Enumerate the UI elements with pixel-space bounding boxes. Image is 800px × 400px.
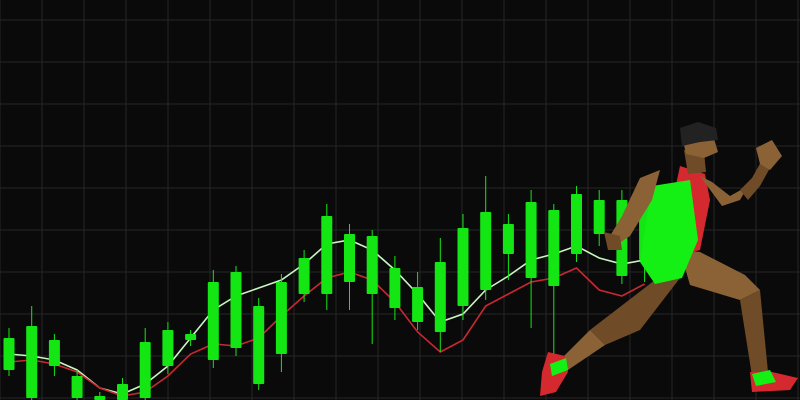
runner-shirt	[640, 180, 698, 284]
candlestick	[94, 392, 106, 400]
candlestick	[162, 322, 174, 374]
candle-body	[185, 334, 197, 340]
candle-body	[457, 228, 469, 306]
candlestick	[434, 238, 446, 352]
candle-body	[366, 236, 378, 294]
candle-body	[207, 282, 219, 360]
runner-back-shoe-stripe	[550, 358, 568, 376]
candle-body	[434, 262, 446, 332]
candlestick	[412, 272, 424, 330]
candle-body	[162, 330, 174, 366]
candlestick	[3, 328, 15, 376]
candle-body	[117, 384, 128, 400]
candle-body	[275, 282, 287, 354]
candlestick	[71, 370, 83, 400]
runner-back-thigh	[590, 278, 680, 345]
runner-hair	[680, 122, 718, 146]
candlestick	[525, 190, 537, 328]
runner-front-shoe-stripe	[752, 370, 776, 386]
candlestick	[321, 204, 333, 310]
candle-body	[94, 396, 106, 400]
candle-body	[26, 326, 38, 398]
candle-body	[571, 194, 582, 254]
candle-body	[3, 338, 15, 370]
candlestick	[389, 256, 401, 320]
candle-body	[480, 212, 492, 290]
candlesticks	[3, 176, 651, 400]
candlestick	[548, 204, 560, 372]
candlestick	[366, 230, 378, 344]
candle-body	[253, 306, 265, 384]
runner-front-upper-arm	[700, 176, 748, 206]
candlestick	[571, 186, 582, 262]
runner-back-arm	[610, 170, 660, 244]
runner-front-thigh	[680, 250, 760, 300]
candle-body	[344, 234, 355, 282]
candle-body	[502, 224, 514, 254]
candlestick	[457, 214, 469, 320]
candlestick	[298, 250, 310, 302]
runner-back-hand	[604, 232, 622, 250]
candlestick	[275, 274, 287, 372]
candlestick	[253, 298, 265, 390]
candlestick	[139, 328, 151, 400]
runner-front-shin	[740, 290, 768, 376]
candlestick	[344, 224, 355, 310]
candle-body	[412, 287, 424, 322]
candlestick	[230, 266, 242, 356]
candlestick	[26, 306, 38, 400]
candlestick	[48, 334, 60, 376]
candle-body	[389, 268, 401, 308]
runner-front-hand	[756, 140, 782, 170]
candlestick	[480, 176, 492, 300]
candle-body	[139, 342, 151, 398]
running-man-illustration	[540, 122, 798, 396]
candle-body	[321, 216, 333, 294]
runner-back-shin	[560, 330, 605, 372]
runner-front-forearm	[740, 160, 770, 200]
candle-body	[525, 202, 537, 278]
candlestick	[117, 378, 128, 400]
candle-body	[548, 210, 560, 286]
candle-body	[48, 340, 60, 366]
candle-body	[593, 200, 605, 234]
candlestick	[185, 330, 197, 346]
candlestick	[502, 214, 514, 280]
candle-body	[298, 258, 310, 294]
candle-body	[71, 376, 83, 398]
candlestick	[207, 270, 219, 368]
candlestick	[593, 190, 605, 246]
candle-body	[230, 272, 242, 348]
